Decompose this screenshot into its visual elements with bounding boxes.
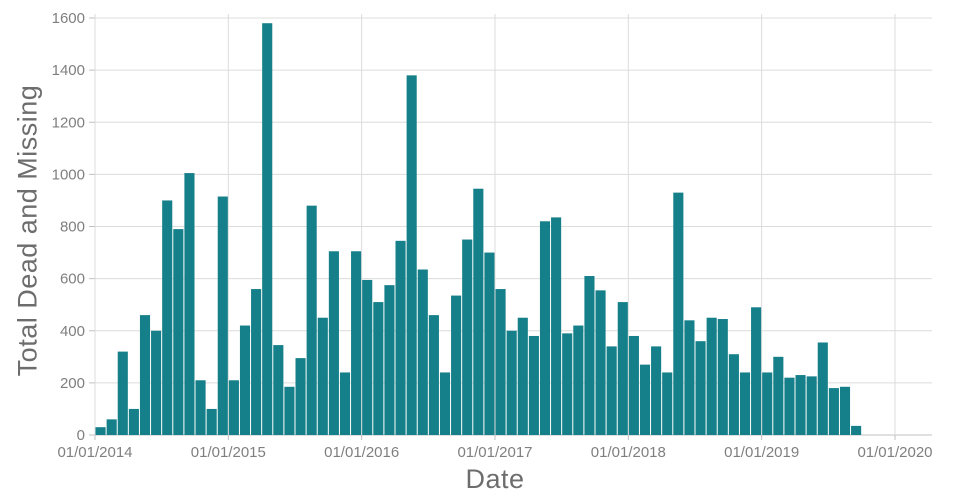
- bar: [484, 252, 495, 435]
- y-tick-label: 800: [60, 219, 85, 236]
- bar: [473, 188, 484, 435]
- bar: [228, 380, 239, 435]
- x-tick-label: 01/01/2019: [724, 444, 799, 461]
- x-axis-title: Date: [465, 464, 525, 494]
- bar: [162, 200, 173, 435]
- y-tick-label: 1400: [52, 62, 85, 79]
- bar: [439, 372, 451, 435]
- bar: [217, 196, 228, 435]
- bar: [95, 427, 106, 435]
- bar: [706, 317, 717, 435]
- bar: [128, 408, 139, 435]
- bar: [584, 276, 595, 435]
- bar: [417, 269, 428, 435]
- bar: [273, 345, 284, 435]
- bar: [728, 354, 739, 435]
- bar: [239, 325, 251, 435]
- y-tick-label: 600: [60, 271, 85, 288]
- bar: [328, 251, 339, 435]
- bar: [551, 217, 562, 435]
- y-tick-label: 1000: [52, 166, 85, 183]
- bar: [495, 289, 506, 435]
- bar: [773, 356, 784, 435]
- bar: [373, 302, 384, 435]
- bar: [384, 285, 395, 435]
- y-axis-title: Total Dead and Missing: [12, 84, 43, 377]
- y-tick-label: 200: [60, 375, 85, 392]
- bar: [317, 317, 328, 435]
- bar: [651, 346, 662, 435]
- bar: [795, 375, 806, 435]
- x-tick-label: 01/01/2020: [857, 444, 932, 461]
- x-tick-label: 01/01/2014: [57, 444, 132, 461]
- bar: [517, 317, 528, 435]
- bar: [739, 372, 751, 435]
- bar: [595, 290, 606, 435]
- bar: [784, 377, 795, 435]
- bar: [639, 364, 651, 435]
- x-tick-label: 01/01/2015: [191, 444, 266, 461]
- bar: [139, 315, 151, 435]
- x-tick-label: 01/01/2017: [457, 444, 532, 461]
- bar: [828, 388, 839, 435]
- bar: [684, 320, 695, 435]
- bar: [762, 372, 773, 435]
- bar: [284, 386, 295, 435]
- bar: [262, 23, 273, 436]
- bar: [295, 358, 306, 435]
- bar: [506, 330, 517, 435]
- y-tick-label: 400: [60, 323, 85, 340]
- bar: [617, 302, 628, 435]
- bar: [751, 307, 762, 435]
- bar: [528, 335, 539, 435]
- bar: [428, 315, 439, 435]
- bar: [117, 351, 128, 435]
- bar: [717, 319, 728, 435]
- bar: [806, 376, 817, 435]
- bar: [195, 380, 206, 435]
- bar: [351, 251, 362, 435]
- bar: [306, 205, 317, 435]
- bar: [851, 425, 862, 435]
- bar: [839, 386, 851, 435]
- bar: [628, 335, 639, 435]
- bar: [106, 419, 117, 435]
- bar: [673, 192, 684, 435]
- x-tick-label: 01/01/2018: [591, 444, 666, 461]
- bar: [395, 240, 406, 435]
- bar: [562, 333, 573, 435]
- y-tick-label: 0: [77, 427, 85, 444]
- bar: [573, 325, 584, 435]
- bar: [695, 341, 706, 435]
- bar: [462, 239, 473, 435]
- bar: [206, 408, 217, 435]
- bar: [606, 346, 617, 435]
- y-tick-label: 1600: [52, 10, 85, 27]
- x-tick-label: 01/01/2016: [324, 444, 399, 461]
- bar: [184, 173, 195, 435]
- bar: [151, 330, 162, 435]
- bar: [251, 289, 262, 435]
- y-tick-label: 1200: [52, 114, 85, 131]
- bar: [662, 372, 673, 435]
- bar: [539, 221, 551, 435]
- bar: [362, 279, 373, 435]
- bar: [817, 342, 828, 435]
- bar: [173, 229, 184, 435]
- bar: [339, 372, 351, 435]
- bar: [451, 295, 462, 435]
- bar: [406, 75, 417, 436]
